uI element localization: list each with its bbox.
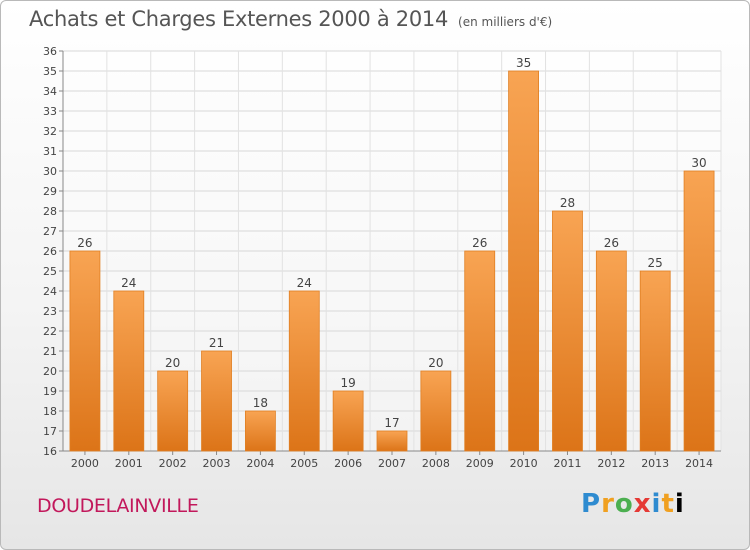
y-tick-label: 20 <box>43 365 57 378</box>
y-tick-label: 29 <box>43 185 57 198</box>
y-tick-label: 19 <box>43 385 57 398</box>
x-tick-label: 2014 <box>685 457 713 470</box>
bar <box>464 250 496 452</box>
bar-value-label: 19 <box>340 376 355 390</box>
bar <box>288 290 320 452</box>
y-tick-label: 18 <box>43 405 57 418</box>
y-tick-label: 26 <box>43 245 57 258</box>
bar <box>69 250 101 452</box>
labels: 16 17 18 19 20 21 22 23 24 25 26 27 28 29 30 31 32 33 34 35… <box>43 45 713 470</box>
bar-value-label: 21 <box>209 336 224 350</box>
y-tick-label: 36 <box>43 45 57 58</box>
bar-value-label: 17 <box>384 416 399 430</box>
y-tick-label: 33 <box>43 105 57 118</box>
y-tick-label: 27 <box>43 225 57 238</box>
x-tick-label: 2002 <box>159 457 187 470</box>
bar-value-label: 24 <box>297 276 312 290</box>
bar <box>420 370 452 452</box>
bar <box>157 370 189 452</box>
y-tick-label: 31 <box>43 145 57 158</box>
bar <box>639 270 671 452</box>
logo-letter: i <box>651 489 662 519</box>
y-tick-label: 35 <box>43 65 57 78</box>
x-tick-label: 2008 <box>422 457 450 470</box>
bar-value-label: 26 <box>604 236 619 250</box>
logo-letter: t <box>661 489 675 519</box>
x-tick-label: 2006 <box>334 457 362 470</box>
x-tick-label: 2007 <box>378 457 406 470</box>
y-tick-label: 23 <box>43 305 57 318</box>
bar-value-label: 20 <box>428 356 443 370</box>
bar-value-label: 28 <box>560 196 575 210</box>
y-tick-label: 24 <box>43 285 57 298</box>
x-tick-label: 2010 <box>510 457 538 470</box>
y-tick-label: 28 <box>43 205 57 218</box>
bar <box>332 390 364 452</box>
y-tick-label: 21 <box>43 345 57 358</box>
bar <box>376 430 408 452</box>
commune-name: DOUDELAINVILLE <box>37 495 199 517</box>
x-tick-label: 2012 <box>597 457 625 470</box>
x-tick-label: 2000 <box>71 457 99 470</box>
logo-letter: i <box>674 489 685 519</box>
logo-letter: o <box>614 489 634 519</box>
x-tick-label: 2003 <box>203 457 231 470</box>
x-tick-label: 2005 <box>290 457 318 470</box>
x-tick-label: 2009 <box>466 457 494 470</box>
x-tick-label: 2011 <box>553 457 581 470</box>
bar <box>508 70 540 452</box>
bar-value-label: 18 <box>253 396 268 410</box>
bar-value-label: 25 <box>648 256 663 270</box>
y-tick-label: 34 <box>43 85 57 98</box>
bar <box>683 170 715 452</box>
x-tick-label: 2004 <box>246 457 274 470</box>
y-tick-label: 17 <box>43 425 57 438</box>
logo-letter: r <box>601 489 615 519</box>
bar-value-label: 26 <box>472 236 487 250</box>
bar <box>113 290 145 452</box>
bar-value-label: 35 <box>516 56 531 70</box>
logo-letter: x <box>633 489 652 519</box>
x-tick-label: 2013 <box>641 457 669 470</box>
y-tick-label: 30 <box>43 165 57 178</box>
bars <box>69 70 715 452</box>
proxiti-logo: Proxiti <box>581 489 685 519</box>
chart-title-text: Achats et Charges Externes 2000 à 2014 <box>29 7 449 31</box>
bar-value-label: 24 <box>121 276 136 290</box>
chart-subtitle: (en milliers d'€) <box>458 15 553 29</box>
bar-value-label: 20 <box>165 356 180 370</box>
bar <box>595 250 627 452</box>
chart-title: Achats et Charges Externes 2000 à 2014 (e… <box>29 7 552 31</box>
x-tick-label: 2001 <box>115 457 143 470</box>
bar-value-label: 26 <box>77 236 92 250</box>
y-tick-label: 16 <box>43 445 57 458</box>
bar <box>552 210 583 452</box>
y-tick-label: 22 <box>43 325 57 338</box>
y-tick-label: 25 <box>43 265 57 278</box>
bar <box>201 350 232 452</box>
y-tick-label: 32 <box>43 125 57 138</box>
bar <box>244 410 276 452</box>
logo-letter: P <box>581 489 602 519</box>
bar-value-label: 30 <box>691 156 706 170</box>
